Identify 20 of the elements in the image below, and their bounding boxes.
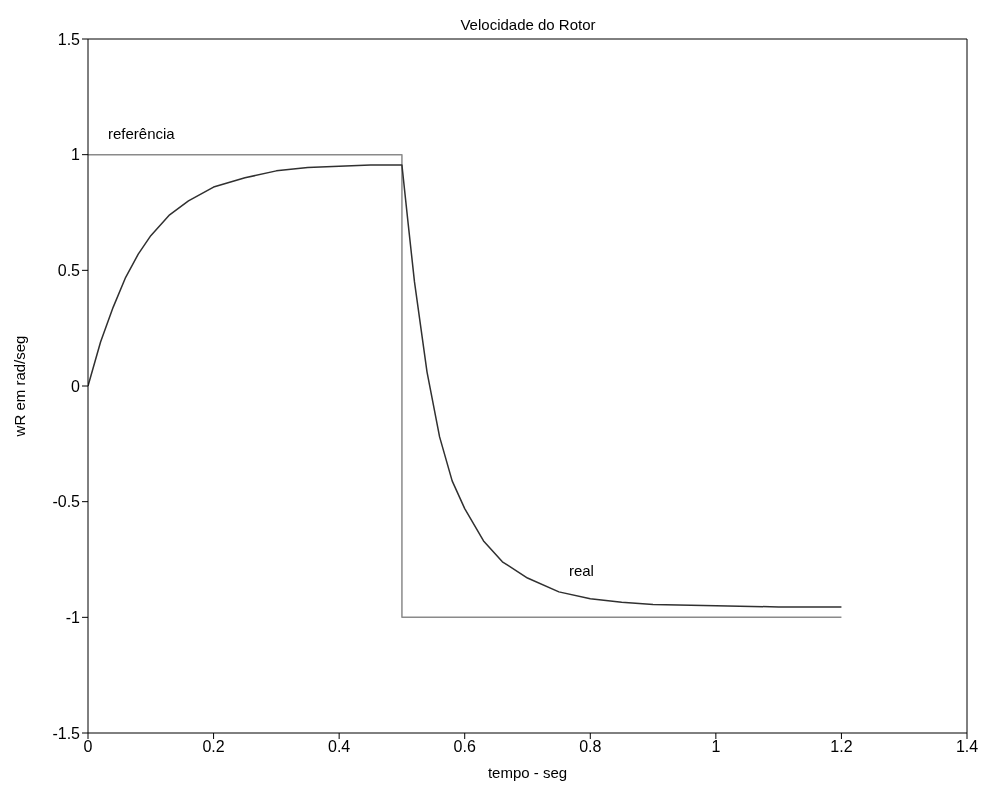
series-label: real: [568, 561, 594, 579]
x-tick-label: 0: [83, 738, 93, 756]
y-tick-label: 1: [71, 146, 81, 164]
y-tick-label: -1: [65, 609, 81, 627]
x-tick-label: 1: [711, 738, 721, 756]
y-tick-label: 1.5: [57, 30, 81, 48]
x-tick-label: 0.2: [202, 738, 225, 756]
x-axis-title: tempo - seg: [487, 764, 568, 781]
x-tick-label: 1.4: [955, 738, 979, 756]
x-tick-label: 0.8: [579, 738, 602, 756]
series-label: referência: [108, 124, 176, 142]
x-tick-label: 0.6: [453, 738, 476, 756]
y-tick-label: 0.5: [57, 262, 81, 280]
x-tick-label: 0.4: [328, 738, 351, 756]
y-tick-label: -1.5: [52, 724, 81, 742]
y-axis-title: wR em rad/seg: [11, 335, 29, 438]
y-tick-label: 0: [71, 377, 81, 395]
chart-title: Velocidade do Rotor: [460, 16, 596, 33]
y-tick-label: -0.5: [52, 493, 81, 511]
x-tick-label: 1.2: [830, 738, 853, 756]
